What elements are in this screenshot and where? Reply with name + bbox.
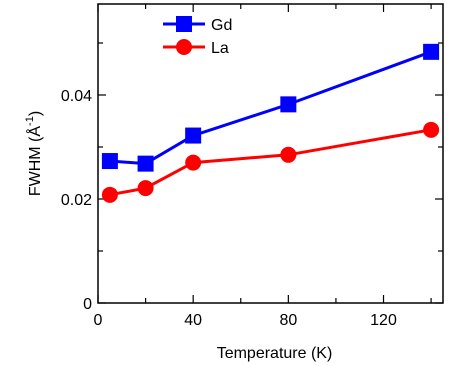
legend-marker-la (176, 39, 192, 55)
data-point-gd (185, 127, 202, 144)
tick-labels: 0 40 80 120 0 0.02 0.04 (61, 88, 397, 329)
series-line-la (109, 128, 432, 197)
legend-marker-gd (176, 16, 192, 32)
data-point-la (137, 180, 154, 197)
data-point-la (101, 186, 118, 203)
data-point-gd (101, 153, 118, 170)
series-markers (101, 43, 440, 203)
x-tick-label: 120 (370, 312, 397, 329)
legend: Gd La (163, 16, 232, 57)
x-tick-label: 0 (94, 312, 103, 329)
y-axis-label: FWHM (Å-1) (24, 111, 44, 196)
y-tick-label: 0 (83, 296, 92, 313)
legend-label-gd: Gd (211, 17, 232, 34)
data-point-la (185, 154, 202, 171)
x-axis-label: Temperature (K) (217, 345, 333, 362)
x-tick-label: 80 (279, 312, 297, 329)
series-line-gd (109, 50, 432, 166)
y-axis-label-close: ) (27, 111, 44, 116)
data-point-gd (423, 43, 440, 60)
plot-frame (97, 3, 444, 304)
y-tick-label: 0.04 (61, 88, 92, 105)
series-lines (109, 50, 432, 197)
legend-label-la: La (211, 40, 229, 57)
x-tick-label: 40 (184, 312, 202, 329)
data-point-la (423, 121, 440, 138)
data-point-gd (280, 96, 297, 113)
axis-ticks (97, 4, 443, 304)
y-tick-label: 0.02 (61, 192, 92, 209)
data-point-la (280, 146, 297, 163)
y-axis-label-superscript: -1 (24, 116, 36, 126)
y-axis-label-main: FWHM (Å (25, 126, 44, 197)
data-point-gd (137, 155, 154, 172)
